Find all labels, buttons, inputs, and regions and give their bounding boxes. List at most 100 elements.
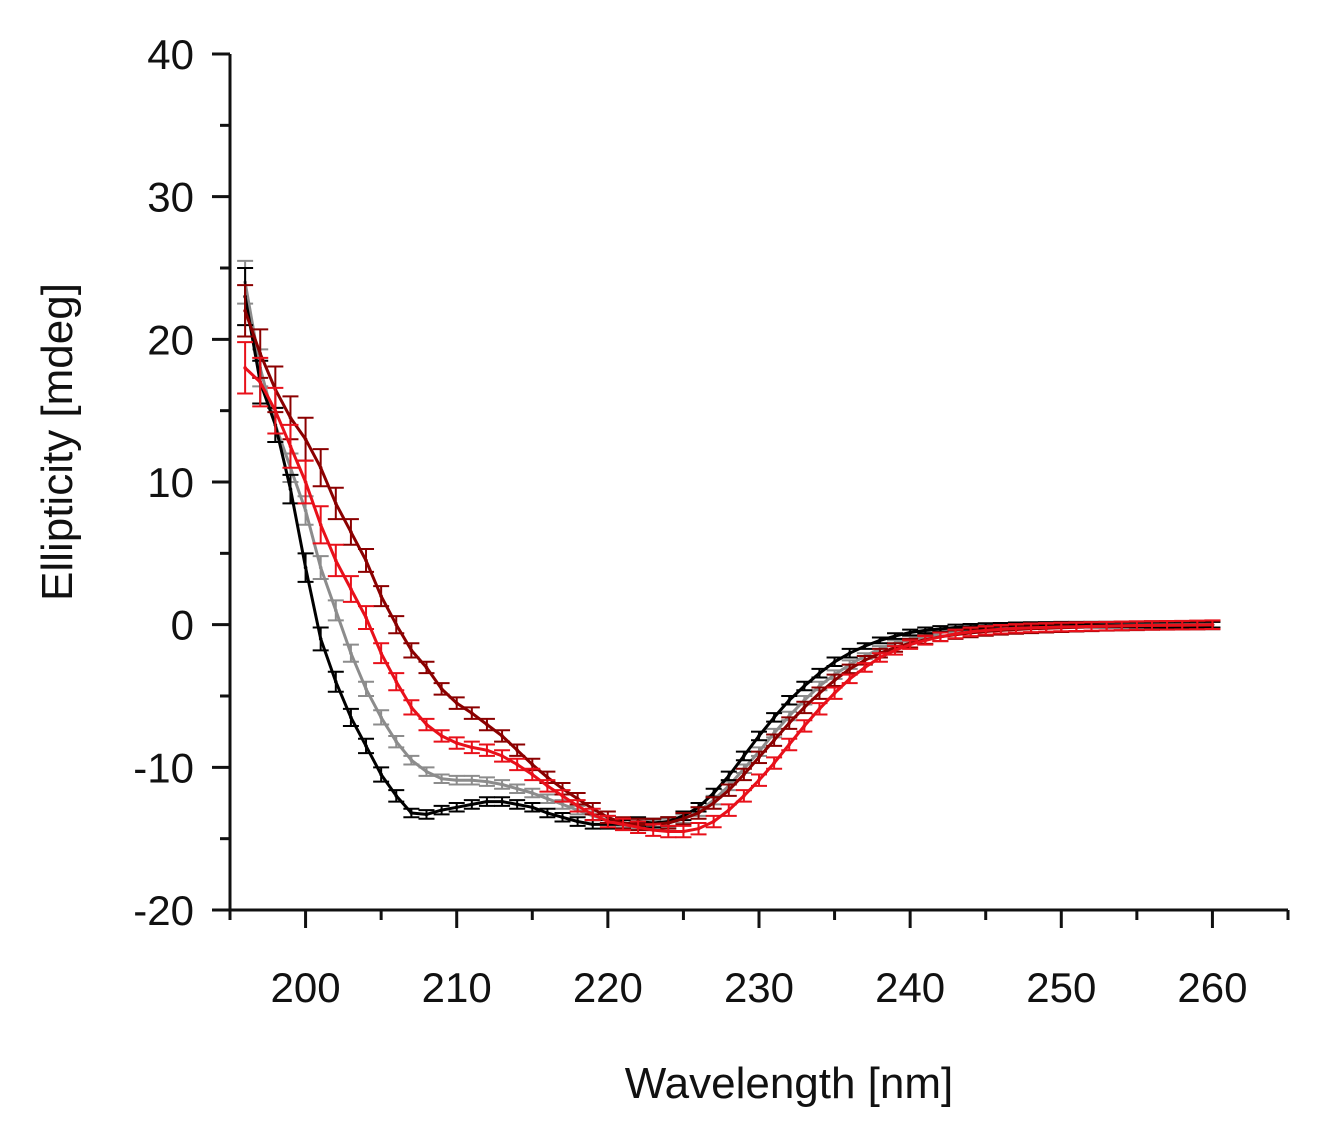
- data-point: [409, 648, 414, 653]
- data-point: [636, 825, 640, 830]
- data-point: [500, 754, 504, 758]
- data-point: [742, 794, 746, 798]
- x-tick-label: 240: [875, 964, 945, 1011]
- data-point: [742, 772, 746, 777]
- data-point: [530, 805, 535, 810]
- data-point: [258, 351, 263, 356]
- data-point: [349, 530, 353, 534]
- series-red: [237, 341, 1221, 839]
- data-point: [500, 799, 504, 804]
- data-point: [575, 819, 580, 824]
- data-point: [485, 779, 489, 784]
- data-point: [787, 698, 792, 703]
- data-point: [545, 796, 550, 801]
- data-point: [757, 734, 761, 738]
- data-point: [711, 791, 716, 795]
- data-point: [999, 627, 1003, 632]
- x-tick-label: 210: [422, 964, 492, 1011]
- data-point: [1180, 623, 1184, 627]
- data-point: [757, 755, 761, 760]
- data-point: [863, 658, 867, 663]
- data-point: [500, 734, 504, 738]
- data-point: [288, 416, 293, 420]
- data-point: [303, 437, 308, 442]
- data-point: [1044, 625, 1048, 630]
- data-point: [651, 828, 655, 832]
- y-tick-label: 40: [147, 31, 194, 78]
- x-tick-label: 230: [724, 964, 794, 1011]
- data-point: [742, 754, 746, 758]
- data-point: [470, 802, 474, 807]
- data-point: [923, 638, 928, 643]
- data-point: [515, 748, 519, 753]
- data-point: [817, 707, 822, 711]
- data-point: [530, 772, 535, 777]
- tick-marks: [212, 52, 1290, 928]
- data-point: [847, 677, 852, 681]
- data-point: [394, 622, 399, 627]
- data-point: [530, 791, 535, 795]
- data-point: [470, 711, 474, 715]
- data-point: [515, 762, 519, 767]
- data-point: [923, 628, 928, 633]
- y-tick-label: -10: [133, 744, 194, 791]
- data-point: [832, 691, 837, 695]
- data-point: [545, 811, 550, 815]
- data-point: [485, 722, 489, 727]
- data-point: [454, 805, 459, 810]
- y-tick-label: -20: [133, 887, 194, 934]
- data-point: [424, 722, 429, 727]
- data-point: [424, 665, 429, 670]
- series-dark-red: [237, 284, 1221, 832]
- data-point: [666, 829, 671, 834]
- data-point: [318, 523, 323, 527]
- x-tick-label: 220: [573, 964, 643, 1011]
- data-point: [424, 769, 429, 774]
- data-point: [878, 638, 882, 643]
- data-point: [364, 687, 368, 691]
- data-point: [908, 630, 912, 635]
- data-point: [439, 734, 444, 738]
- data-point: [681, 829, 686, 834]
- y-tick-label: 20: [147, 316, 194, 363]
- data-point: [1059, 625, 1064, 629]
- data-point: [772, 738, 776, 743]
- data-point: [303, 480, 308, 484]
- data-point: [726, 774, 731, 778]
- data-point: [334, 558, 338, 563]
- data-series: [237, 259, 1221, 839]
- data-point: [439, 808, 444, 812]
- data-point: [787, 742, 792, 747]
- data-point: [545, 784, 550, 788]
- data-point: [288, 487, 293, 491]
- data-point: [485, 748, 489, 753]
- data-point: [560, 802, 565, 807]
- data-point: [454, 741, 459, 745]
- data-point: [258, 380, 263, 384]
- data-point: [409, 758, 414, 762]
- data-point: [349, 715, 353, 720]
- data-point: [545, 775, 550, 780]
- data-point: [560, 794, 565, 798]
- data-point: [394, 794, 399, 798]
- data-point: [938, 634, 943, 639]
- data-point: [983, 628, 988, 633]
- data-point: [318, 637, 323, 641]
- data-point: [470, 778, 474, 782]
- data-point: [847, 667, 852, 671]
- data-point: [409, 705, 414, 710]
- y-tick-label: 0: [171, 602, 194, 649]
- data-point: [1089, 624, 1094, 629]
- data-point: [606, 819, 610, 824]
- data-point: [863, 665, 867, 670]
- data-point: [318, 465, 323, 470]
- data-point: [1029, 626, 1033, 630]
- data-point: [379, 715, 383, 720]
- data-point: [757, 778, 761, 782]
- data-point: [711, 819, 716, 824]
- tick-labels: 40 30 20 10 0 -10 -20 200 210 220 230 240 250 260: [133, 31, 1247, 1011]
- data-point: [711, 801, 716, 805]
- data-point: [470, 745, 474, 750]
- data-point: [243, 309, 247, 313]
